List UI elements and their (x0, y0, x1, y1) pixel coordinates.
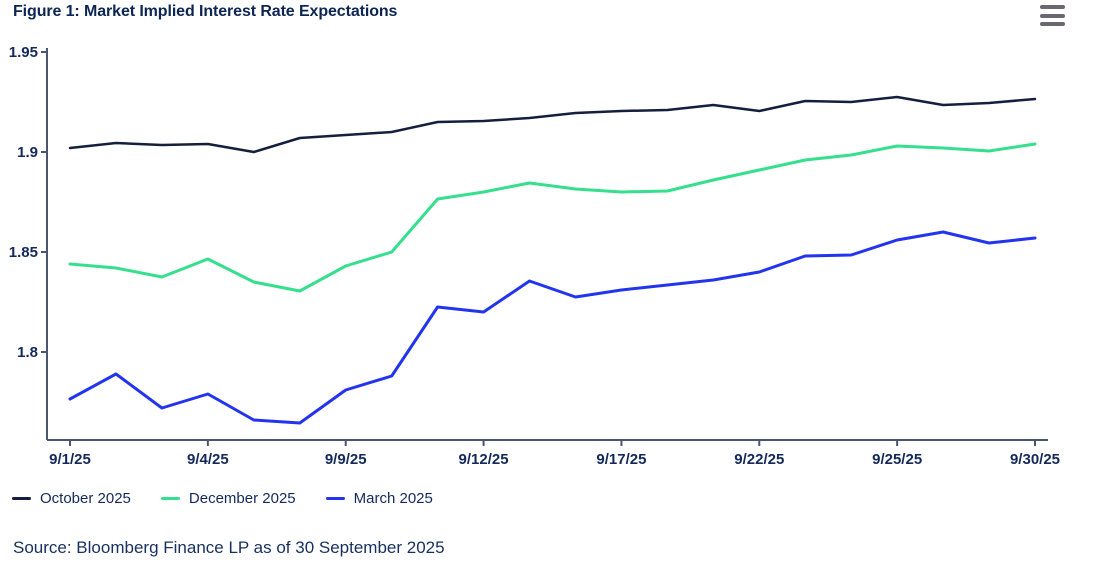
source-note: Source: Bloomberg Finance LP as of 30 Se… (13, 538, 445, 557)
hamburger-bar (1040, 5, 1065, 9)
y-tick-label: 1.85 (9, 244, 38, 261)
hamburger-menu-icon[interactable] (1040, 5, 1066, 26)
series-line-march-2025 (68, 230, 1037, 425)
hamburger-bar (1040, 22, 1065, 26)
chart-legend: October 2025 December 2025 March 2025 (12, 490, 433, 507)
x-tick-label: 9/30/25 (1010, 451, 1060, 468)
legend-item-march: March 2025 (325, 490, 433, 507)
legend-swatch-march (325, 497, 345, 500)
hamburger-bar (1040, 13, 1065, 18)
legend-item-october: October 2025 (12, 490, 131, 507)
x-tick-label: 9/17/25 (596, 451, 646, 468)
x-tick-label: 9/22/25 (734, 451, 784, 468)
legend-item-december: December 2025 (160, 490, 296, 507)
series-line-october-2025 (68, 95, 1037, 154)
legend-label-october: October 2025 (40, 490, 131, 507)
x-tick-label: 9/1/25 (49, 451, 91, 468)
x-tick-label: 9/12/25 (459, 451, 509, 468)
y-tick-label: 1.8 (17, 344, 38, 361)
series-line-december-2025 (68, 142, 1037, 293)
legend-label-december: December 2025 (188, 490, 296, 507)
figure-title: Figure 1: Market Implied Interest Rate E… (13, 3, 398, 20)
x-tick-label: 9/9/25 (325, 451, 367, 468)
x-tick-label: 9/4/25 (187, 451, 229, 468)
legend-swatch-october (12, 497, 31, 500)
x-tick-label: 9/25/25 (872, 451, 922, 468)
y-tick-label: 1.9 (17, 144, 38, 161)
legend-label-march: March 2025 (353, 490, 433, 507)
y-tick-label: 1.95 (9, 44, 38, 61)
legend-swatch-december (160, 497, 180, 500)
